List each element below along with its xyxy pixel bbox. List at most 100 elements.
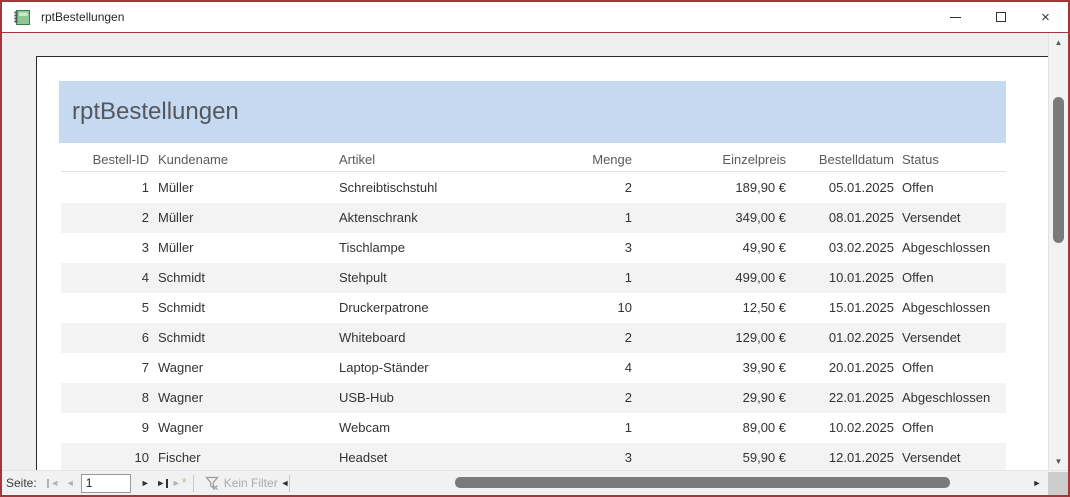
table-cell: 49,90 € [742,240,786,255]
table-cell: 10 [134,450,149,465]
column-header: Kundename [158,152,229,167]
table-cell: 10.02.2025 [828,420,894,435]
table-cell: Offen [902,270,934,285]
maximize-button[interactable] [978,2,1023,32]
table-row: 1 Müller Schreibtischstuhl 2 189,90 € 05.01.2… [61,173,1006,203]
table-cell: Aktenschrank [339,210,418,225]
table-cell: Abgeschlossen [902,300,991,315]
table-cell: 08.01.2025 [828,210,894,225]
status-bar: Seite: ◄ ◄ ► ► ►* Kein Filter ◄ ► [2,470,1068,495]
table-cell: 20.01.2025 [828,360,894,375]
table-cell: 3 [624,450,632,465]
scroll-right-arrow[interactable]: ► [1032,478,1042,488]
scroll-down-arrow[interactable]: ▼ [1054,456,1063,466]
last-page-bar-icon [166,478,169,488]
previous-page-button[interactable]: ◄ [62,474,79,492]
table-cell: 6 [141,330,149,345]
new-record-star-icon: * [181,475,187,490]
table-cell: 8 [141,390,149,405]
table-header-row: Bestell-ID Kundename Artikel Menge Einzelpre… [61,149,1006,172]
column-header: Artikel [339,152,376,167]
table-cell: 2 [624,330,632,345]
table-cell: Wagner [158,420,204,435]
table-row: 5 Schmidt Druckerpatrone 10 12,50 € 15.01.202… [61,293,1006,323]
close-icon: × [1041,8,1050,26]
table-row: 8 Wagner USB-Hub 2 29,90 € 22.01.2025 Abgeschl… [61,383,1006,413]
table-cell: 349,00 € [735,210,786,225]
table-cell: 4 [624,360,632,375]
table-cell: 29,90 € [742,390,786,405]
column-header: Einzelpreis [722,152,786,167]
table-cell: 2 [141,210,149,225]
table-row: 6 Schmidt Whiteboard 2 129,00 € 01.02.2025 Ver… [61,323,1006,353]
table-cell: 12.01.2025 [828,450,894,465]
table-cell: Müller [158,210,194,225]
window-controls: × [933,2,1068,32]
table-cell: 39,90 € [742,360,786,375]
page-number-input[interactable] [80,473,131,493]
filter-funnel-icon [204,476,219,490]
table-cell: Laptop-Ständer [339,360,429,375]
table-row: 7 Wagner Laptop-Ständer 4 39,90 € 20.01.2025 O… [61,353,1006,383]
table-cell: Offen [902,180,934,195]
table-row: 10 Fischer Headset 3 59,90 € 12.01.2025 Versen… [61,443,1006,473]
table-row: 4 Schmidt Stehpult 1 499,00 € 10.01.2025 Offen [61,263,1006,293]
title-bar: rptBestellungen × [2,2,1068,33]
first-page-icon: ◄ [50,478,60,488]
maximize-icon [995,12,1006,22]
next-page-button[interactable]: ► [137,474,154,492]
table-cell: 05.01.2025 [828,180,894,195]
vertical-scrollbar[interactable]: ▲ ▼ [1048,33,1068,470]
scroll-left-arrow[interactable]: ◄ [280,478,290,488]
first-page-button[interactable]: ◄ [45,474,62,492]
table-cell: 22.01.2025 [828,390,894,405]
scroll-up-arrow[interactable]: ▲ [1054,37,1063,47]
table-cell: Müller [158,240,194,255]
table-body: 1 Müller Schreibtischstuhl 2 189,90 € 05.01.2… [61,173,1006,473]
table-cell: 1 [624,420,632,435]
table-cell: Whiteboard [339,330,406,345]
table-cell: 2 [624,180,632,195]
report-title-banner: rptBestellungen [59,81,1006,143]
previous-page-icon: ◄ [65,478,75,488]
new-record-button[interactable]: ► * [171,474,188,492]
table-cell: Wagner [158,390,204,405]
column-header: Status [902,152,939,167]
table-cell: Schmidt [158,300,205,315]
separator [288,474,290,492]
table-cell: Webcam [339,420,391,435]
table-cell: 10.01.2025 [828,270,894,285]
table-row: 2 Müller Aktenschrank 1 349,00 € 08.01.2025 Ve… [61,203,1006,233]
table-cell: 5 [141,300,149,315]
table-cell: Wagner [158,360,204,375]
table-cell: Müller [158,180,194,195]
table-cell: Versendet [902,330,961,345]
table-cell: 59,90 € [742,450,786,465]
separator [192,474,194,492]
table-cell: 12,50 € [742,300,786,315]
no-filter-button[interactable]: Kein Filter [199,473,284,493]
table-cell: 03.02.2025 [828,240,894,255]
column-header: Bestell-ID [92,152,149,167]
table-cell: Druckerpatrone [339,300,429,315]
minimize-icon [950,16,961,18]
last-page-icon: ► [156,478,166,488]
table-cell: 2 [624,390,632,405]
table-cell: USB-Hub [339,390,394,405]
minimize-button[interactable] [933,2,978,32]
table-cell: Schmidt [158,330,205,345]
table-cell: 1 [141,180,149,195]
next-page-icon: ► [140,478,150,488]
table-row: 3 Müller Tischlampe 3 49,90 € 03.02.2025 Abges… [61,233,1006,263]
table-cell: 129,00 € [735,330,786,345]
table-cell: Versendet [902,450,961,465]
horizontal-scrollbar-thumb[interactable] [455,477,950,488]
table-cell: Tischlampe [339,240,405,255]
close-button[interactable]: × [1023,2,1068,32]
first-page-bar-icon [47,478,50,488]
new-record-arrow-icon: ► [171,478,181,488]
table-cell: Schreibtischstuhl [339,180,438,195]
scrollbar-corner [1048,472,1068,495]
vertical-scrollbar-thumb[interactable] [1053,97,1064,243]
last-page-button[interactable]: ► [154,474,171,492]
